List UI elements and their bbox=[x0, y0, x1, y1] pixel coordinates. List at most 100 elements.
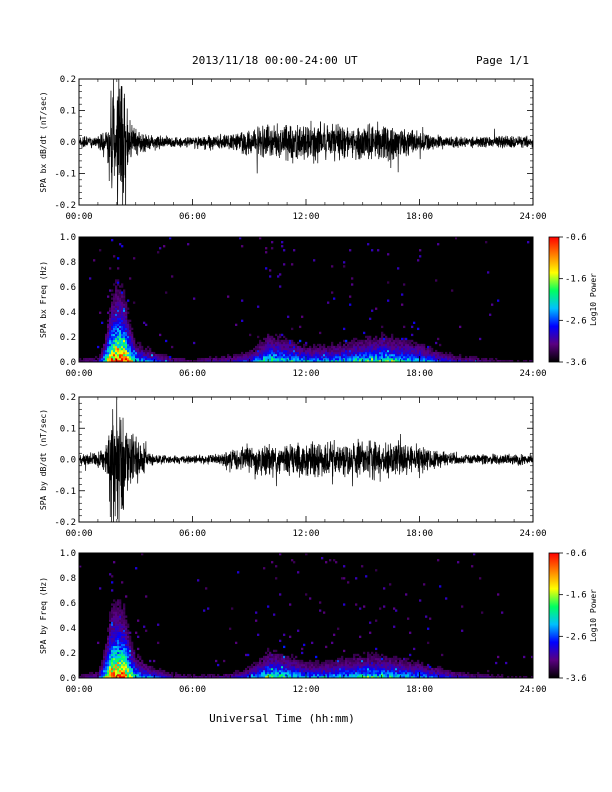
spectrogram-cell bbox=[129, 347, 132, 351]
spectrogram-cell bbox=[323, 673, 326, 677]
spectrogram-cell bbox=[387, 669, 390, 673]
spectrogram-cell bbox=[381, 673, 384, 677]
spectrogram-cell bbox=[337, 673, 340, 677]
spectrogram-cell bbox=[115, 343, 118, 347]
spectrogram-cell bbox=[271, 241, 274, 244]
spectrogram-cell bbox=[115, 655, 118, 659]
spectrogram-cell bbox=[249, 355, 252, 359]
spectrogram-cell bbox=[305, 351, 308, 355]
spectrogram-cell bbox=[149, 357, 152, 361]
spectrogram-cell bbox=[363, 665, 366, 669]
spectrogram-cell bbox=[145, 357, 148, 361]
spectrogram-cell bbox=[105, 341, 108, 345]
spectrogram-cell bbox=[137, 673, 140, 677]
spectrogram-cell bbox=[131, 331, 134, 335]
spectrogram-cell bbox=[147, 673, 150, 677]
spectrogram-cell bbox=[499, 675, 502, 679]
spectrogram-cell bbox=[443, 669, 446, 673]
spectrogram-cell bbox=[503, 359, 506, 363]
spectrogram-cell bbox=[401, 293, 404, 296]
spectrogram-cell bbox=[469, 359, 472, 363]
spectrogram-cell bbox=[423, 583, 426, 586]
spectrogram-cell bbox=[123, 617, 126, 620]
spectrogram-cell bbox=[273, 337, 276, 341]
spectrogram-cell bbox=[145, 667, 148, 671]
spectrogram-cell bbox=[125, 335, 128, 339]
spectrogram-cell bbox=[137, 355, 140, 359]
spectrogram-cell bbox=[121, 635, 124, 638]
spectrogram-cell bbox=[243, 359, 246, 363]
spectrogram-cell bbox=[301, 347, 304, 351]
spectrogram-cell bbox=[355, 359, 358, 363]
spectrogram-cell bbox=[251, 669, 254, 673]
spectrogram-cell bbox=[125, 631, 128, 634]
spectrogram-cell bbox=[391, 343, 394, 347]
spectrogram-cell bbox=[399, 663, 402, 667]
spectrogram-cell bbox=[319, 675, 322, 679]
spectrogram-cell bbox=[267, 347, 270, 351]
spectrogram-cell bbox=[189, 675, 192, 679]
spectrogram-cell bbox=[377, 347, 380, 351]
spectrogram-cell bbox=[283, 343, 286, 347]
spectrogram-cell bbox=[115, 657, 118, 661]
spectrogram-cell bbox=[385, 659, 388, 663]
spectrogram-cell bbox=[397, 661, 400, 665]
spectrogram-cell bbox=[265, 267, 268, 270]
spectrogram-cell bbox=[363, 651, 366, 655]
spectrogram-cell bbox=[341, 351, 344, 355]
spectrogram-cell bbox=[425, 349, 428, 353]
spectrogram-cell bbox=[105, 667, 108, 671]
spectrogram-cell bbox=[105, 655, 108, 659]
spectrogram-cell bbox=[115, 605, 118, 608]
spectrogram-cell bbox=[83, 357, 86, 361]
spectrogram-cell bbox=[151, 359, 154, 363]
spectrogram-cell bbox=[113, 335, 116, 339]
spectrogram-cell bbox=[125, 315, 128, 318]
spectrogram-cell bbox=[97, 671, 100, 675]
spectrogram-cell bbox=[323, 611, 326, 614]
spectrogram-cell bbox=[145, 353, 148, 357]
spectrogram-cell bbox=[299, 349, 302, 353]
spectrogram-cell bbox=[333, 347, 336, 351]
spectrogram-cell bbox=[329, 357, 332, 361]
spectrogram-cell bbox=[301, 647, 304, 651]
spectrogram-cell bbox=[299, 659, 302, 663]
spectrogram-cell bbox=[117, 661, 120, 665]
spectrogram-cell bbox=[123, 663, 126, 667]
spectrogram-cell bbox=[147, 349, 150, 353]
spectrogram-cell bbox=[137, 665, 140, 669]
spectrogram-cell bbox=[121, 653, 124, 657]
spectrogram-cell bbox=[347, 663, 350, 667]
spectrogram-cell bbox=[211, 357, 214, 361]
spectrogram-cell bbox=[113, 651, 116, 655]
spectrogram-cell bbox=[203, 673, 206, 677]
spectrogram-cell bbox=[305, 669, 308, 673]
spectrogram-cell bbox=[261, 341, 264, 345]
spectrogram-cell bbox=[459, 675, 462, 679]
spectrogram-cell bbox=[103, 343, 106, 347]
spectrogram-cell bbox=[375, 663, 378, 667]
spectrogram-cell bbox=[353, 347, 356, 351]
spectrogram-cell bbox=[351, 355, 354, 359]
spectrogram-cell bbox=[501, 359, 504, 363]
spectrogram-cell bbox=[115, 353, 118, 357]
spectrogram-cell bbox=[363, 359, 366, 363]
spectrogram-cell bbox=[123, 351, 126, 355]
spectrogram-cell bbox=[317, 673, 320, 677]
spectrogram-cell bbox=[137, 353, 140, 357]
spectrogram-cell bbox=[273, 669, 276, 673]
spectrogram-cell bbox=[159, 353, 162, 357]
spectrogram-cell bbox=[127, 667, 130, 671]
spectrogram-cell bbox=[111, 661, 114, 665]
spectrogram-cell bbox=[395, 671, 398, 675]
spectrogram-cell bbox=[309, 671, 312, 675]
spectrogram-cell bbox=[271, 663, 274, 667]
spectrogram-cell bbox=[437, 337, 440, 341]
spectrogram-cell bbox=[137, 655, 140, 659]
spectrogram-cell bbox=[87, 359, 90, 363]
spectrogram-cell bbox=[327, 347, 330, 351]
spectrogram-cell bbox=[141, 667, 144, 671]
spectrogram-cell bbox=[369, 353, 372, 357]
spectrogram-cell bbox=[131, 669, 134, 673]
